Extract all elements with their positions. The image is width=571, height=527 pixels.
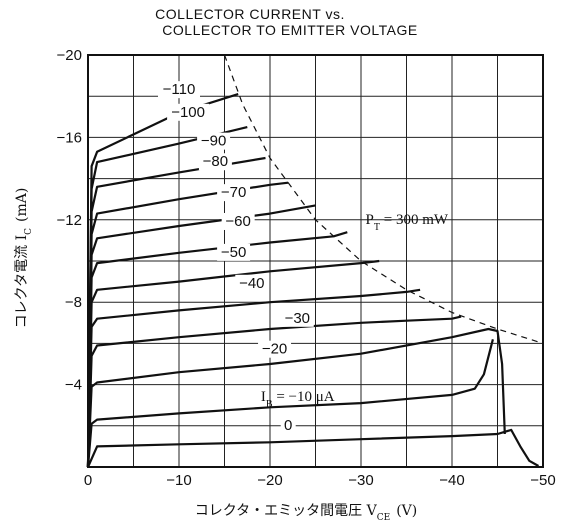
curve-label: −70	[221, 184, 246, 201]
chart-title-line-2: COLLECTOR TO EMITTER VOLTAGE	[162, 22, 418, 38]
y-axis-label: コレクタ電流 IC(mA)	[14, 188, 34, 329]
curve-ib-0	[86, 428, 540, 468]
curve-label-background	[221, 212, 255, 230]
curves	[86, 93, 540, 468]
curve-ib-minus-50	[86, 259, 380, 468]
curve-label-background	[158, 81, 200, 99]
curve-label: −110	[163, 81, 196, 98]
curve-label-background	[258, 340, 292, 358]
x-tick-label: −40	[439, 472, 464, 489]
x-tick-label: −10	[166, 472, 191, 489]
chart-title-line-1: COLLECTOR CURRENT vs.	[155, 6, 345, 22]
plot-frame	[87, 54, 544, 468]
x-tick-label: −50	[530, 472, 555, 489]
curve-label-background	[197, 132, 231, 150]
x-axis-label: コレクタ・エミッタ間電圧 VCE (V)	[195, 503, 418, 523]
curve-ib-minus-20	[86, 327, 506, 468]
curve-label: −100	[171, 104, 205, 121]
curve-label: −80	[203, 153, 228, 170]
curve-label: 0	[284, 417, 292, 434]
x-tick-label: −30	[348, 472, 373, 489]
y-tick-label: −20	[57, 47, 82, 64]
curve-ib-minus-10	[86, 339, 494, 468]
curve-label: −30	[285, 310, 310, 327]
curve-label-background	[235, 274, 269, 292]
curve-ib-minus-40	[86, 288, 421, 468]
curve-label: −50	[221, 244, 246, 261]
curve-labels: 0 −20 −30 −40 −50 −60 −70 −80 −90 −100 −110	[158, 81, 314, 434]
curve-ib-minus-30	[86, 315, 462, 468]
curve-label: −60	[225, 213, 250, 230]
curve-label-background	[280, 309, 314, 327]
curve-label: −90	[201, 133, 226, 150]
curve-label-background	[217, 243, 251, 261]
power-limit-label: PT = 300 mW	[366, 212, 449, 233]
curve-ib-minus-90	[86, 156, 266, 468]
x-tick-label: −20	[257, 472, 282, 489]
y-tick-label: −8	[65, 294, 82, 311]
curve-label-background	[280, 416, 296, 434]
curve-label: −20	[262, 341, 287, 358]
curve-label-background	[167, 103, 210, 121]
ib-annotation: IB = −10 μA	[261, 389, 335, 410]
curve-label-background	[217, 184, 251, 202]
power-dissipation-curve	[223, 54, 544, 344]
curve-label-background	[198, 153, 232, 171]
curve-label: −40	[239, 275, 264, 292]
curve-ib-minus-100	[86, 126, 248, 468]
y-tick-label: −4	[65, 377, 82, 394]
tick-labels: 0 −10 −20 −30 −40 −50 −4 −8 −12 −16 −20	[57, 47, 556, 489]
y-tick-label: −16	[57, 129, 82, 146]
y-tick-label: −12	[57, 212, 82, 229]
x-tick-label: 0	[84, 472, 92, 489]
